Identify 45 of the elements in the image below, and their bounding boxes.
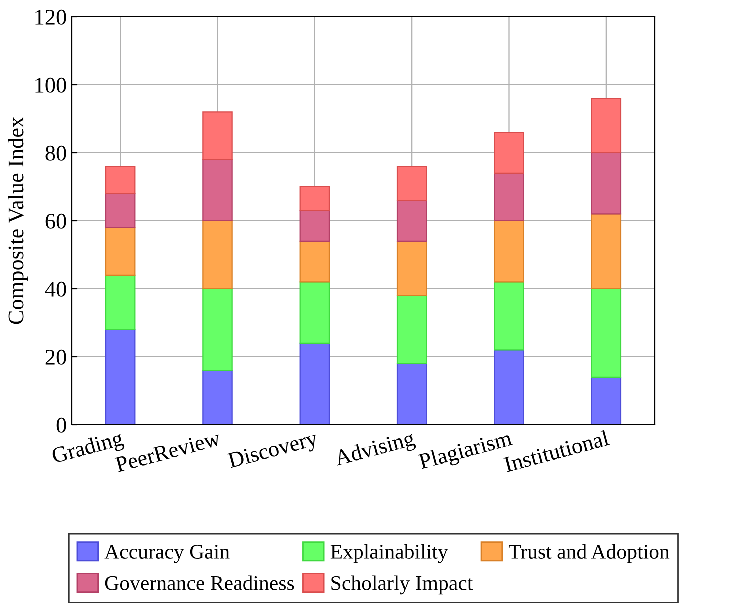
legend-label: Trust and Adoption <box>508 544 670 564</box>
bar <box>396 166 428 202</box>
x-tick-label: Advising <box>334 430 417 470</box>
bar <box>105 274 136 330</box>
y-tick-label: 20 <box>46 350 66 365</box>
bar <box>105 227 136 276</box>
bar <box>591 214 622 290</box>
bar <box>591 152 622 215</box>
bar <box>105 193 136 228</box>
bar <box>591 98 622 154</box>
legend-label: Explainability <box>330 544 448 564</box>
bar <box>396 240 428 296</box>
bar <box>494 132 524 174</box>
bar <box>300 240 330 283</box>
y-tick-label: 120 <box>36 10 66 25</box>
bar <box>494 172 524 222</box>
bar <box>202 370 233 425</box>
bar <box>202 159 233 222</box>
y-tick-label: 100 <box>36 78 66 93</box>
y-tick-label: 80 <box>46 146 66 161</box>
x-tick-label: Discovery <box>227 430 320 473</box>
bar <box>396 200 428 242</box>
y-axis-title: Composite Value Index <box>8 117 28 324</box>
bar <box>300 210 330 242</box>
bar <box>591 288 622 378</box>
bar <box>494 350 524 425</box>
bar <box>300 282 330 344</box>
bar <box>591 376 622 425</box>
bar <box>396 363 428 425</box>
bar <box>202 288 233 372</box>
bar <box>202 112 233 160</box>
bar <box>396 295 428 364</box>
bar <box>300 186 330 212</box>
bar <box>105 329 136 425</box>
bar <box>300 342 330 425</box>
y-tick-label: 60 <box>46 214 66 229</box>
bar <box>494 282 524 351</box>
legend-label: Governance Readiness <box>105 576 294 590</box>
y-tick-label: 0 <box>56 418 66 433</box>
legend-label: Scholarly Impact <box>332 576 474 595</box>
bar <box>494 220 524 283</box>
bar <box>105 166 136 194</box>
y-tick-label: 40 <box>45 282 66 297</box>
legend-label: Accuracy Gain <box>104 545 230 564</box>
bar <box>202 220 233 290</box>
